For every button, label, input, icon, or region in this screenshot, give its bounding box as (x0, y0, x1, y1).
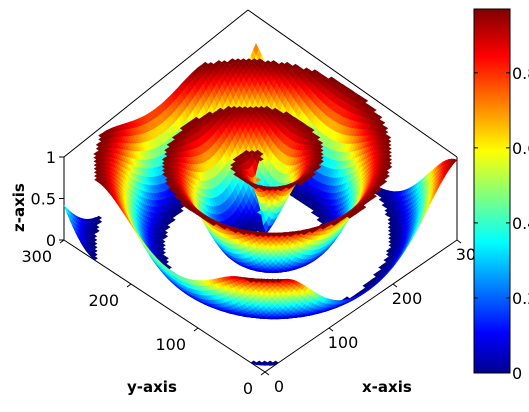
y-axis-line (63, 239, 266, 373)
x-axis-line (264, 239, 458, 373)
box-back-upper-right-edge (247, 9, 458, 158)
floor-axes (63, 239, 458, 373)
axes-box (63, 9, 458, 240)
surface-plot (63, 42, 458, 366)
box-back-upper-left-edge (63, 9, 249, 158)
